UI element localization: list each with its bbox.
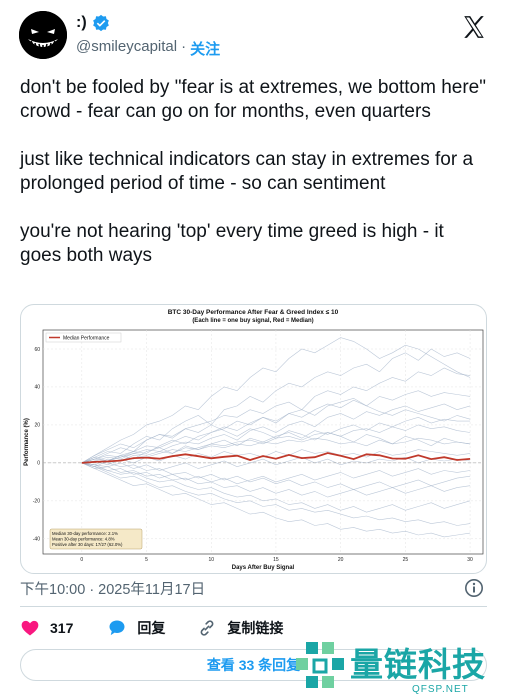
stats-line: Median 30-day performance: 2.1% xyxy=(52,531,118,536)
x-tick-label: 0 xyxy=(80,557,83,563)
copy-link-label: 复制链接 xyxy=(227,620,284,636)
performance-chart: BTC 30-Day Performance After Fear & Gree… xyxy=(24,309,484,571)
chart-title: BTC 30-Day Performance After Fear & Gree… xyxy=(168,309,339,316)
avatar[interactable] xyxy=(19,11,67,59)
info-icon[interactable] xyxy=(464,578,484,598)
watermark-text: 量链科技 xyxy=(350,646,486,683)
x-tick-label: 15 xyxy=(273,557,279,563)
x-logo-icon[interactable] xyxy=(461,14,487,40)
x-tick-label: 20 xyxy=(338,557,344,563)
sample-line xyxy=(81,424,471,464)
action-bar: 317 回复 复制链接 xyxy=(20,617,301,639)
watermark-subtext: QFSP.NET xyxy=(412,684,469,695)
sample-line xyxy=(81,462,471,498)
y-tick-label: 20 xyxy=(34,423,40,429)
stats-box-bg xyxy=(49,528,143,550)
legend: Median Performance xyxy=(45,332,122,343)
sample-line xyxy=(81,390,471,468)
median-line xyxy=(81,452,471,464)
sample-line xyxy=(81,462,471,485)
legend-box xyxy=(45,332,122,343)
author-name-row: :) xyxy=(76,12,110,34)
median-series-line xyxy=(81,452,471,464)
sample-line xyxy=(81,462,471,526)
reply-button[interactable]: 回复 xyxy=(107,618,165,638)
watermark-logo-icon xyxy=(296,642,344,688)
smiley-avatar-icon xyxy=(19,11,67,59)
y-tick-label: 0 xyxy=(37,461,40,467)
heart-icon xyxy=(21,620,39,636)
like-button[interactable]: 317 xyxy=(20,618,73,638)
axis-ticks: 0 5 10 15 20 25 30 -40 -20 0 20 40 60 xyxy=(33,347,473,563)
sample-line xyxy=(81,460,471,490)
x-axis-label: Days After Buy Signal xyxy=(232,565,295,571)
y-tick-label: 60 xyxy=(34,347,40,353)
y-tick-label: -20 xyxy=(33,499,40,505)
tweet-paragraph: you're not hearing 'top' every time gree… xyxy=(20,221,444,266)
author-handle[interactable]: @smileycapital xyxy=(76,38,178,55)
tweet-paragraph: don't be fooled by "fear is at extremes,… xyxy=(20,77,486,122)
verified-badge-icon xyxy=(92,14,109,32)
y-axis-label: Performance (%) xyxy=(24,418,30,466)
reply-label: 回复 xyxy=(137,620,166,636)
handle-row: @smileycapital · 关注 xyxy=(76,38,220,59)
stats-line: Mean 30-day performance: 4.8% xyxy=(52,537,115,542)
tweet-text: don't be fooled by "fear is at extremes,… xyxy=(20,76,490,292)
x-tick-label: 25 xyxy=(403,557,409,563)
sample-line xyxy=(81,462,471,538)
author-name[interactable]: :) xyxy=(76,14,87,31)
sample-line xyxy=(81,456,471,471)
chart-subtitle: (Each line = one buy signal, Red = Media… xyxy=(192,318,313,324)
link-icon xyxy=(200,620,214,636)
plot-area xyxy=(42,329,484,555)
handle-separator: · xyxy=(181,38,187,55)
tweet-paragraph: just like technical indicators can stay … xyxy=(20,149,474,194)
y-tick-label: -40 xyxy=(33,537,40,543)
view-replies-button[interactable]: 查看 33 条回复 xyxy=(20,649,487,681)
watermark: 量链科技 QFSP.NET xyxy=(290,638,507,700)
x-tick-label: 30 xyxy=(467,557,473,563)
chart-image[interactable]: BTC 30-Day Performance After Fear & Gree… xyxy=(20,304,487,574)
sample-line xyxy=(81,337,471,464)
reply-bubble-icon xyxy=(109,620,125,636)
sample-line xyxy=(81,348,471,464)
sample-line xyxy=(81,462,471,513)
divider xyxy=(20,606,487,607)
copy-link-button[interactable]: 复制链接 xyxy=(197,618,283,638)
stats-line: Positive after 30 days: 17/27 (62.0%) xyxy=(52,542,123,547)
stats-box: Median 30-day performance: 2.1% Mean 30-… xyxy=(49,528,143,550)
view-replies-label: 查看 33 条回复 xyxy=(206,657,301,673)
follow-button[interactable]: 关注 xyxy=(190,41,221,58)
like-count: 317 xyxy=(50,620,74,636)
sample-line xyxy=(81,437,471,464)
x-tick-label: 5 xyxy=(145,557,148,563)
sample-line xyxy=(81,416,471,464)
sample-line xyxy=(81,403,471,464)
x-tick-label: 10 xyxy=(208,557,214,563)
sample-lines xyxy=(81,337,471,538)
y-tick-label: 40 xyxy=(34,385,40,391)
legend-label: Median Performance xyxy=(63,336,110,342)
sample-line xyxy=(81,399,471,464)
tweet-timestamp[interactable]: 下午10:00 · 2025年11月17日 xyxy=(20,582,206,598)
